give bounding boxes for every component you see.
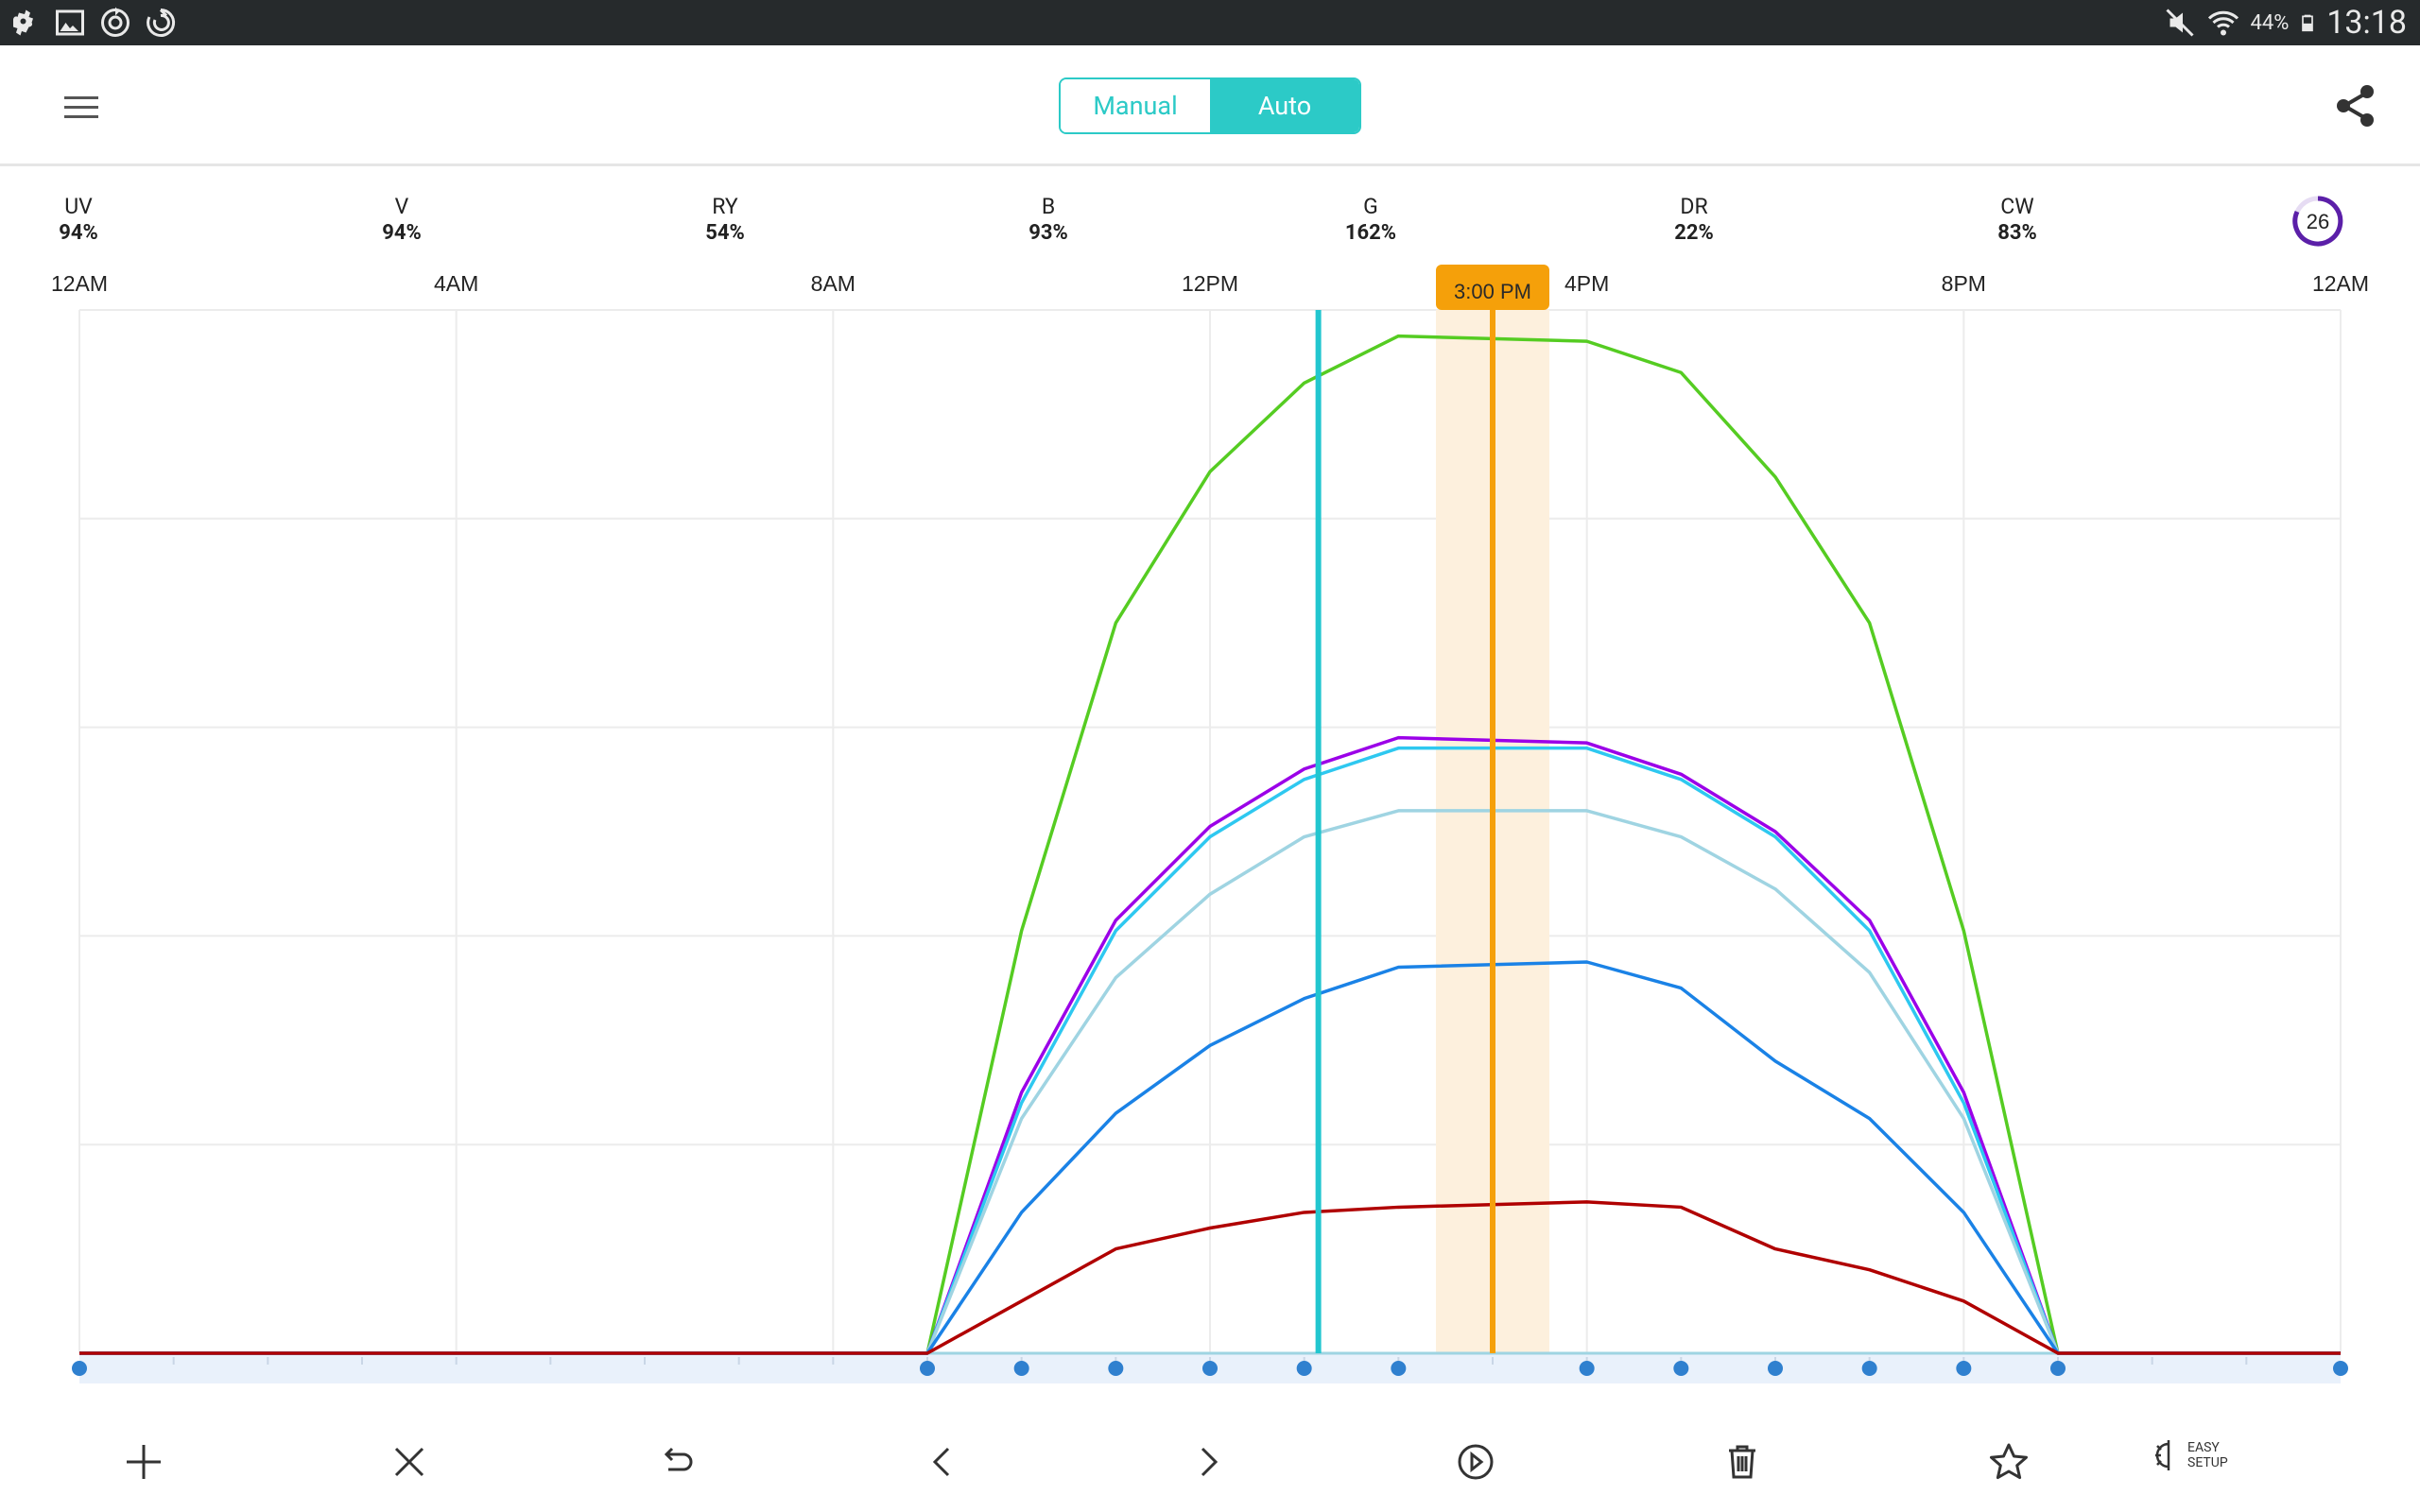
channel-percent: 83% xyxy=(1997,221,2037,245)
easy-setup-button[interactable]: EASY SETUP xyxy=(2152,1436,2228,1474)
undo-icon xyxy=(664,1447,693,1471)
undo-button[interactable] xyxy=(643,1429,709,1495)
current-time-badge xyxy=(1436,265,1549,310)
schedule-point[interactable] xyxy=(1108,1361,1124,1376)
channel-name: B xyxy=(1041,194,1056,219)
current-time-label: 3:00 PM xyxy=(1454,280,1531,303)
auto-mode-button[interactable]: Auto xyxy=(1210,79,1359,132)
channel-dr[interactable]: DR 22% xyxy=(1637,194,1751,247)
manual-mode-button[interactable]: Manual xyxy=(1061,79,1210,132)
channel-name: UV xyxy=(64,194,93,219)
channel-percent: 162% xyxy=(1344,221,1397,245)
easy-setup-label-1: EASY xyxy=(2187,1440,2220,1455)
clock: 13:18 xyxy=(2326,4,2407,42)
channel-name: V xyxy=(394,194,409,219)
channel-name: G xyxy=(1363,194,1378,219)
channel-summary: UV 94% V 94% RY 54% B 93% G 162% DR 22% CW 83% xyxy=(0,194,2420,260)
wifi-icon xyxy=(2208,10,2239,36)
channel-g[interactable]: G 162% xyxy=(1314,194,1427,247)
battery-icon xyxy=(2302,14,2314,32)
star-icon xyxy=(1990,1443,2028,1480)
trash-icon xyxy=(1729,1445,1755,1479)
share-icon xyxy=(2337,85,2374,127)
channel-percent: 93% xyxy=(1028,221,1068,245)
menu-button[interactable] xyxy=(57,83,106,132)
mode-toggle: Manual Auto xyxy=(1059,77,1361,134)
menu-icon xyxy=(64,96,98,118)
play-button[interactable] xyxy=(1443,1429,1509,1495)
schedule-point[interactable] xyxy=(1013,1361,1029,1376)
spectrum-chart[interactable]: 12AM 4AM 8AM 12PM 4PM 8PM 12AM 3:00 PM xyxy=(0,265,2420,1418)
schedule-point[interactable] xyxy=(1296,1361,1312,1376)
puzzle-icon xyxy=(13,9,33,36)
channel-percent: 94% xyxy=(382,221,422,245)
channel-percent: 94% xyxy=(59,221,98,245)
channel-v[interactable]: V 94% xyxy=(345,194,458,247)
schedule-point[interactable] xyxy=(1579,1361,1595,1376)
trash-button[interactable] xyxy=(1709,1429,1775,1495)
status-bar: 44% 13:18 xyxy=(0,0,2420,45)
mute-icon xyxy=(2166,9,2195,37)
schedule-point[interactable] xyxy=(1861,1361,1877,1376)
easy-setup-label-2: SETUP xyxy=(2187,1455,2228,1470)
chevron-right-icon xyxy=(1201,1447,1219,1477)
play-icon xyxy=(1458,1444,1494,1480)
favorite-button[interactable] xyxy=(1976,1429,2042,1495)
image-icon xyxy=(56,9,84,36)
counter-value: 26 xyxy=(2307,210,2329,233)
app-bar: Manual Auto xyxy=(0,45,2420,166)
sync-icon xyxy=(101,7,130,37)
channel-name: DR xyxy=(1680,194,1708,219)
schedule-point[interactable] xyxy=(2333,1361,2348,1376)
time-tick-label: 8PM xyxy=(1942,271,1986,296)
schedule-point[interactable] xyxy=(1673,1361,1689,1376)
battery-percent: 44% xyxy=(2250,10,2290,35)
schedule-point[interactable] xyxy=(920,1361,935,1376)
channel-percent: 22% xyxy=(1674,221,1714,245)
time-tick-label: 8AM xyxy=(811,271,856,296)
counter-badge[interactable]: 26 xyxy=(2291,195,2344,248)
schedule-point[interactable] xyxy=(72,1361,87,1376)
easy-setup-icon xyxy=(2155,1440,2170,1470)
next-point-button[interactable] xyxy=(1175,1429,1241,1495)
time-tick-label: 12AM xyxy=(51,271,108,296)
time-tick-label: 4PM xyxy=(1564,271,1609,296)
schedule-point[interactable] xyxy=(1768,1361,1783,1376)
channel-ry[interactable]: RY 54% xyxy=(668,194,782,247)
time-tick-label: 12PM xyxy=(1182,271,1238,296)
channel-b[interactable]: B 93% xyxy=(992,194,1105,247)
add-icon xyxy=(127,1445,161,1479)
add-button[interactable] xyxy=(111,1429,177,1495)
time-tick-label: 12AM xyxy=(2312,271,2369,296)
status-icons-right: 44% 13:18 xyxy=(2163,0,2407,45)
previous-point-button[interactable] xyxy=(909,1429,976,1495)
schedule-point[interactable] xyxy=(1202,1361,1218,1376)
channel-name: RY xyxy=(712,194,738,219)
share-button[interactable] xyxy=(2329,79,2382,132)
status-icons-left xyxy=(8,6,178,40)
channel-percent: 54% xyxy=(705,221,745,245)
schedule-point[interactable] xyxy=(1391,1361,1407,1376)
bottom-toolbar: EASY SETUP xyxy=(0,1418,2420,1512)
close-icon xyxy=(394,1447,424,1477)
schedule-point[interactable] xyxy=(1956,1361,1972,1376)
delete-point-button[interactable] xyxy=(376,1429,442,1495)
channel-cw[interactable]: CW 83% xyxy=(1961,194,2074,247)
time-tick-label: 4AM xyxy=(434,271,478,296)
channel-uv[interactable]: UV 94% xyxy=(22,194,135,247)
chevron-left-icon xyxy=(932,1447,950,1477)
schedule-point[interactable] xyxy=(2050,1361,2066,1376)
channel-name: CW xyxy=(2000,194,2034,219)
swirl-icon xyxy=(147,8,176,37)
